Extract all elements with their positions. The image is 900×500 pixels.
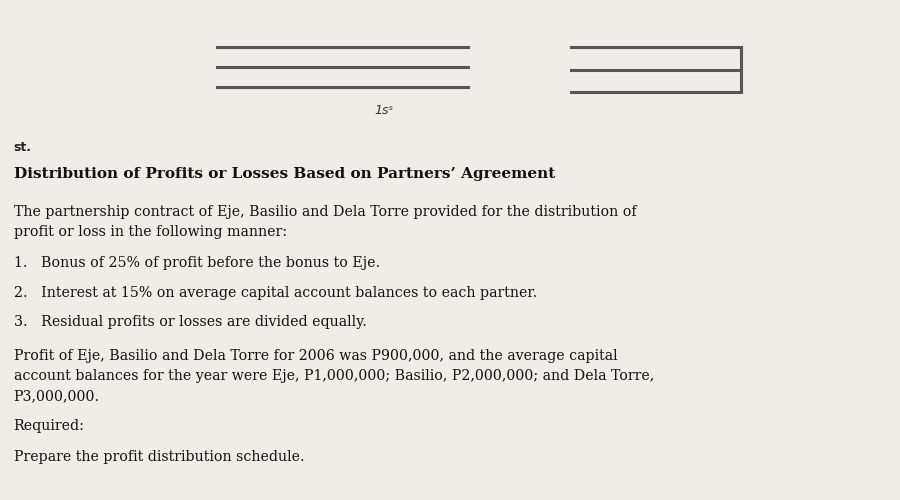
Text: The partnership contract of Eje, Basilio and Dela Torre provided for the distrib: The partnership contract of Eje, Basilio… <box>14 204 636 238</box>
Text: 3.   Residual profits or losses are divided equally.: 3. Residual profits or losses are divide… <box>14 316 366 330</box>
Text: Distribution of Profits or Losses Based on Partners’ Agreement: Distribution of Profits or Losses Based … <box>14 167 554 181</box>
Text: Profit of Eje, Basilio and Dela Torre for 2006 was P900,000, and the average cap: Profit of Eje, Basilio and Dela Torre fo… <box>14 349 653 403</box>
Text: 1sˢ: 1sˢ <box>374 104 393 117</box>
Text: 2.   Interest at 15% on average capital account balances to each partner.: 2. Interest at 15% on average capital ac… <box>14 286 536 300</box>
Text: 1.   Bonus of 25% of profit before the bonus to Eje.: 1. Bonus of 25% of profit before the bon… <box>14 256 380 270</box>
Text: Required:: Required: <box>14 419 85 433</box>
Text: st.: st. <box>14 141 32 154</box>
Text: Prepare the profit distribution schedule.: Prepare the profit distribution schedule… <box>14 450 304 464</box>
